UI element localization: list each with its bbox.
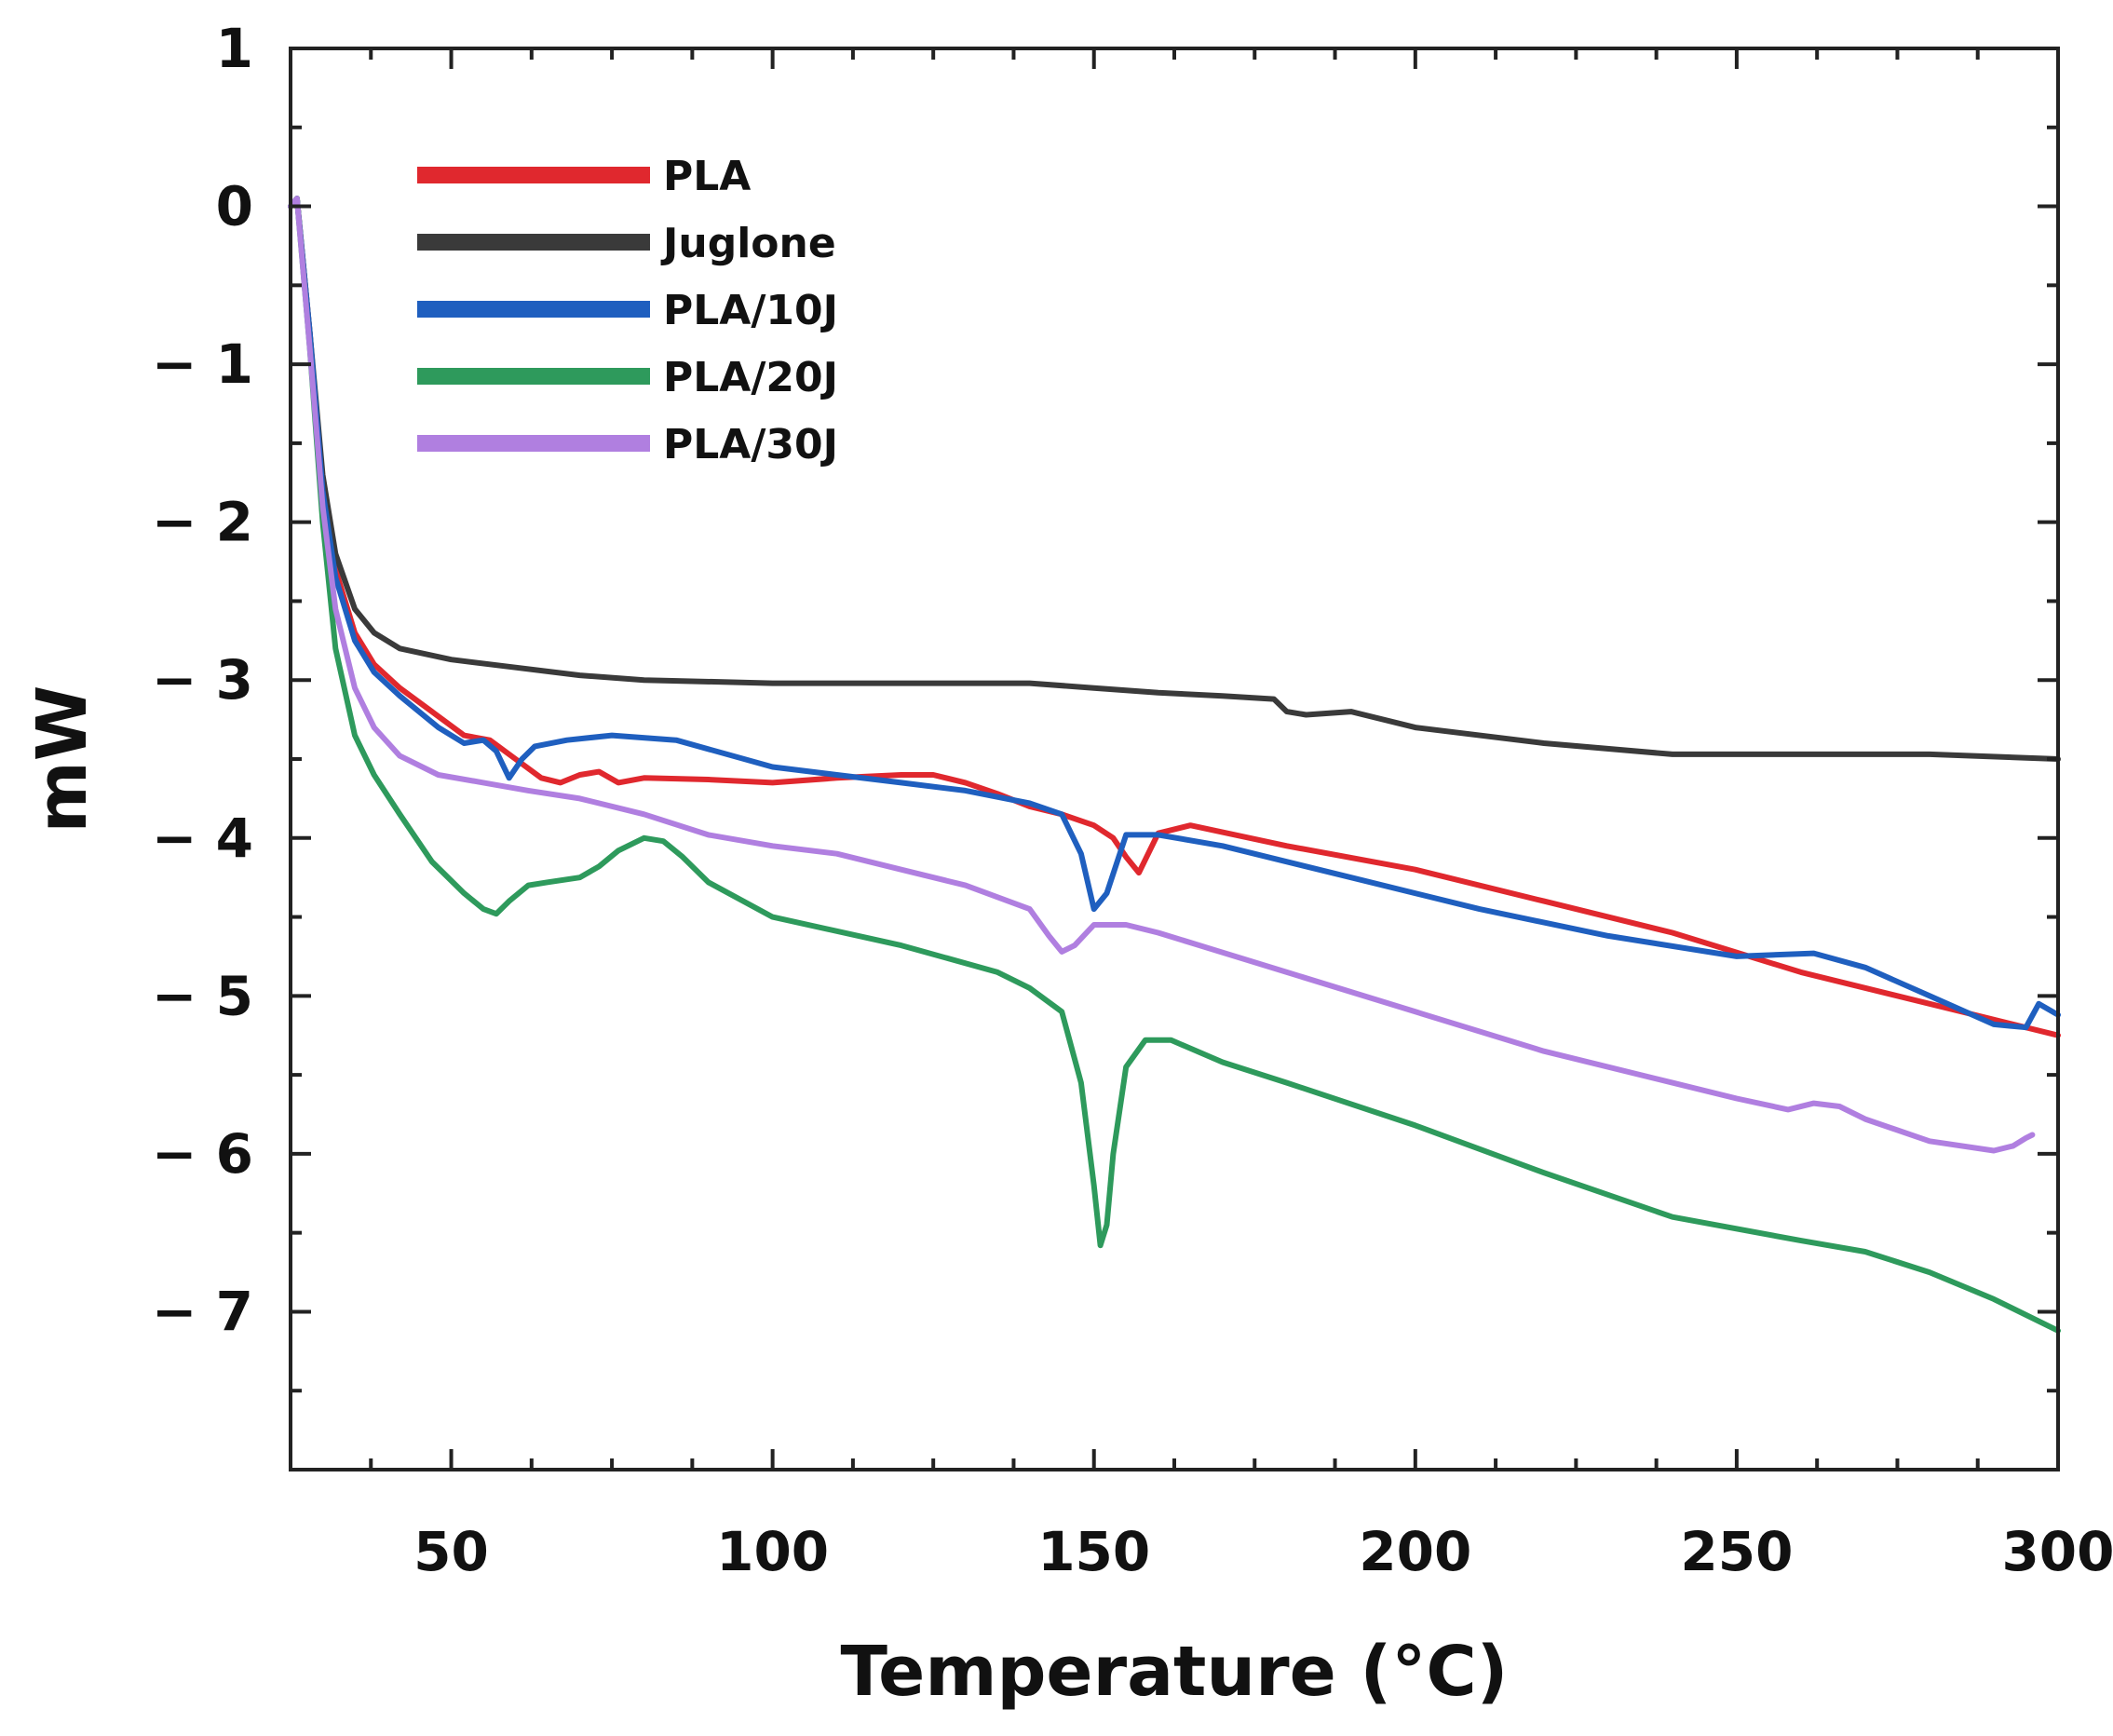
x-tick-label: 100 [716,1520,829,1583]
x-tick-label: 300 [2001,1520,2113,1583]
series-line-pla-30j [288,196,2036,1154]
x-axis-title: Temperature (°C) [841,1632,1509,1712]
legend-item-pla-30j: PLA/30J [417,421,838,468]
legend-label: PLA/30J [663,421,838,468]
y-tick-label: − 3 [152,648,253,712]
legend-label: PLA [663,153,751,200]
plot-frame [289,47,2060,1472]
y-axis-title: mW [22,685,102,834]
legend-item-pla-20j: PLA/20J [417,354,838,401]
y-tick-label: − 1 [152,332,253,396]
y-tick-label: 1 [216,17,253,80]
series-line-pla-10j [288,196,2061,1031]
y-tick-label: 0 [216,175,253,238]
legend-label: PLA/20J [663,354,838,401]
x-tick-label: 250 [1680,1520,1793,1583]
series-line-juglone [288,196,2061,762]
series-line-pla-20j [288,196,2061,1334]
x-tick-label: 50 [413,1520,489,1583]
y-tick-label: − 6 [152,1122,253,1186]
series-layer [288,196,2061,1334]
axes-layer: 50 100 150 200 250 300 1 0 − 1 − 2 − 3 − 4 − 5 − 6 − 7 [152,17,2113,1583]
y-tick-label: − 4 [152,807,253,870]
x-tick-label: 150 [1037,1520,1150,1583]
legend-label: Juglone [660,220,836,267]
legend-label: PLA/10J [663,287,838,334]
series-line-pla [288,196,2061,1038]
y-tick-label: − 5 [152,964,253,1027]
y-tick-label: − 7 [152,1280,253,1343]
legend-item-pla-10j: PLA/10J [417,287,838,334]
y-tick-label: − 2 [152,491,253,554]
legend-item-juglone: Juglone [417,220,836,267]
legend-item-pla: PLA [417,153,751,200]
legend: PLA Juglone PLA/10J PLA/20J PLA/30J [417,153,838,468]
x-tick-label: 200 [1359,1520,1471,1583]
